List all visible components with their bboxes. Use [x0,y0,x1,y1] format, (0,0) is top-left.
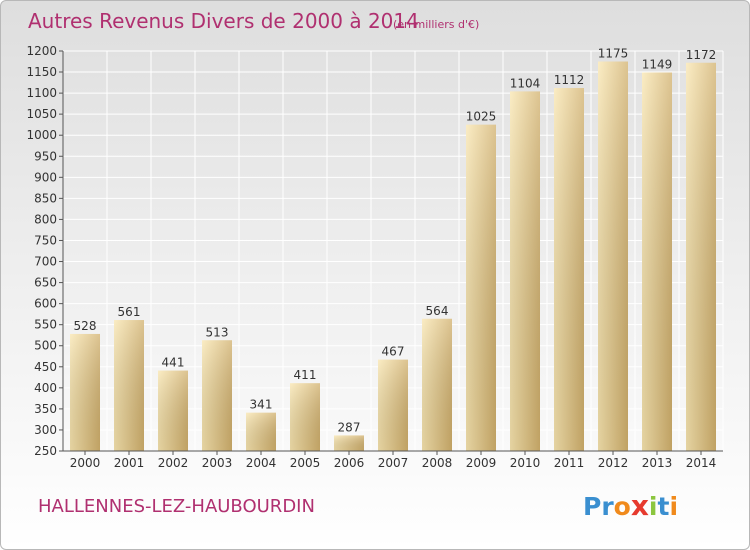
logo-letter: x [630,489,649,522]
bar-shade [114,320,144,451]
x-tick-label: 2002 [158,456,189,470]
bar-shade [378,359,408,451]
y-tick-label: 950 [34,149,57,163]
bar-shade [202,340,232,451]
x-tick-label: 2000 [70,456,101,470]
proxiti-logo[interactable]: Proxiti [583,489,678,522]
y-tick-label: 1150 [26,65,57,79]
y-tick-label: 850 [34,191,57,205]
y-tick-label: 400 [34,381,57,395]
data-label: 1112 [554,73,585,87]
y-tick-label: 1200 [26,44,57,58]
logo-letter: i [648,492,658,521]
x-tick-label: 2004 [246,456,277,470]
bar-shade [246,412,276,451]
y-tick-label: 350 [34,402,57,416]
bar-shade [334,435,364,451]
data-label: 564 [426,304,449,318]
y-tick-label: 250 [34,444,57,458]
data-label: 441 [162,356,185,370]
x-tick-label: 2010 [510,456,541,470]
y-tick-label: 650 [34,276,57,290]
bar-shade [466,124,496,452]
y-tick-label: 600 [34,297,57,311]
data-label: 341 [250,398,273,412]
x-tick-label: 2003 [202,456,233,470]
x-tick-label: 2012 [598,456,629,470]
x-tick-label: 2001 [114,456,145,470]
bars: 528 561 441 513 341 411 287 467 564 1025 1104 1112 1… [70,47,717,452]
data-label: 1025 [466,110,497,124]
y-tick-label: 750 [34,233,57,247]
x-tick-label: 2007 [378,456,409,470]
logo-letter: r [601,492,614,521]
axes: 250 300 350 400 450 500 550 600 650 700 750 800 850 9… [26,44,723,470]
y-tick-label: 550 [34,318,57,332]
logo-letter: t [657,492,670,521]
y-tick-label: 300 [34,423,57,437]
logo-letter: o [613,492,631,521]
x-tick-label: 2014 [686,456,717,470]
bar-shade [598,61,628,452]
y-tick-label: 1050 [26,107,57,121]
data-label: 1172 [686,48,717,62]
logo-letter: i [669,492,679,521]
x-tick-label: 2006 [334,456,365,470]
y-tick-label: 1100 [26,86,57,100]
x-tick-label: 2008 [422,456,453,470]
chart-unit-note: (en milliers d'€) [393,18,480,31]
y-tick-label: 500 [34,339,57,353]
y-tick-label: 800 [34,212,57,226]
x-tick-label: 2013 [642,456,673,470]
logo-letter: P [583,492,602,521]
bar-shade [422,318,452,451]
data-label: 1149 [642,57,673,71]
data-label: 1175 [598,47,629,61]
data-label: 528 [74,319,97,333]
data-label: 411 [294,368,317,382]
bar-shade [686,62,716,451]
data-label: 1104 [510,76,541,90]
data-label: 287 [338,420,361,434]
x-tick-label: 2009 [466,456,497,470]
bar-shade [70,333,100,451]
bar-shade [290,383,320,451]
data-label: 467 [382,345,405,359]
y-tick-label: 1000 [26,128,57,142]
bar-shade [642,72,672,451]
data-label: 513 [206,325,229,339]
y-tick-label: 450 [34,360,57,374]
y-tick-label: 900 [34,170,57,184]
x-tick-label: 2011 [554,456,585,470]
commune-name: HALLENNES-LEZ-HAUBOURDIN [38,496,315,517]
data-label: 561 [118,305,141,319]
bar-shade [158,370,188,451]
chart-title: Autres Revenus Divers de 2000 à 2014 [28,9,419,33]
bar-shade [510,91,540,451]
bar-shade [554,88,584,451]
y-tick-label: 700 [34,255,57,269]
x-tick-label: 2005 [290,456,321,470]
